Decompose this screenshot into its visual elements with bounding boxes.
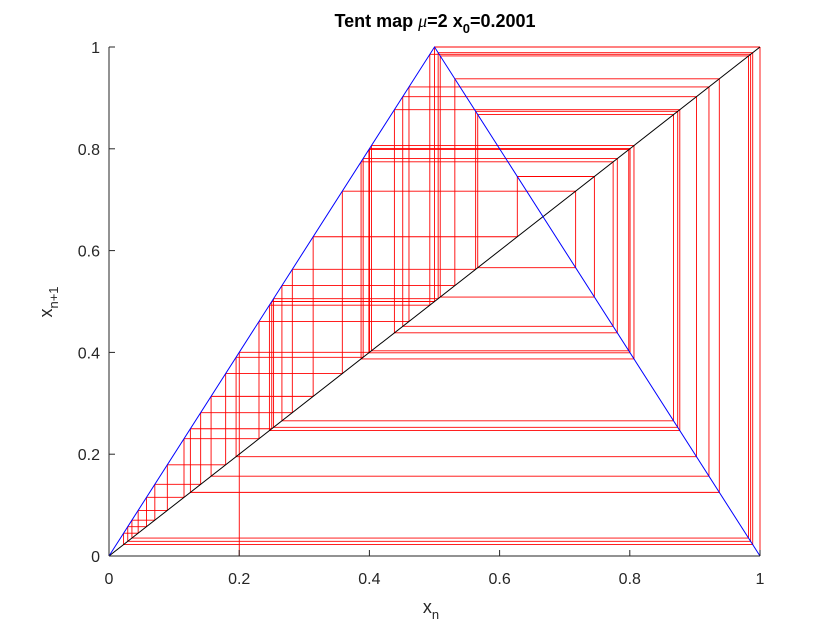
y-axis-ticks: 0 0.2 0.4 0.6 0.8 1 xyxy=(78,40,115,566)
y-tick-label: 0.4 xyxy=(78,345,100,362)
x-axis-ticks: 0 0.2 0.4 0.6 0.8 1 xyxy=(105,550,765,588)
x-tick-label: 0.6 xyxy=(488,571,510,588)
y-tick-label: 1 xyxy=(91,40,100,57)
x-tick-label: 0 xyxy=(105,571,114,588)
identity-line-series xyxy=(108,46,761,557)
x-tick-label: 0.2 xyxy=(228,571,250,588)
tent-map-series xyxy=(108,46,761,557)
cobweb-series xyxy=(109,46,761,557)
x-tick-label: 1 xyxy=(756,571,765,588)
x-tick-label: 0.8 xyxy=(619,571,641,588)
axes xyxy=(108,47,760,557)
y-tick-label: 0.6 xyxy=(78,244,100,261)
chart-title: Tent map μ=2 x0=0.2001 xyxy=(334,11,535,36)
y-tick-label: 0.2 xyxy=(78,447,100,464)
y-tick-label: 0.8 xyxy=(78,142,100,159)
y-axis-label: xn+1 xyxy=(36,286,61,317)
plot-area xyxy=(108,46,761,557)
tent-map-curve xyxy=(108,46,761,557)
x-axis-label: xn xyxy=(423,597,439,622)
identity-line xyxy=(108,46,761,557)
x-tick-label: 0.4 xyxy=(358,571,380,588)
y-tick-label: 0 xyxy=(91,549,100,566)
